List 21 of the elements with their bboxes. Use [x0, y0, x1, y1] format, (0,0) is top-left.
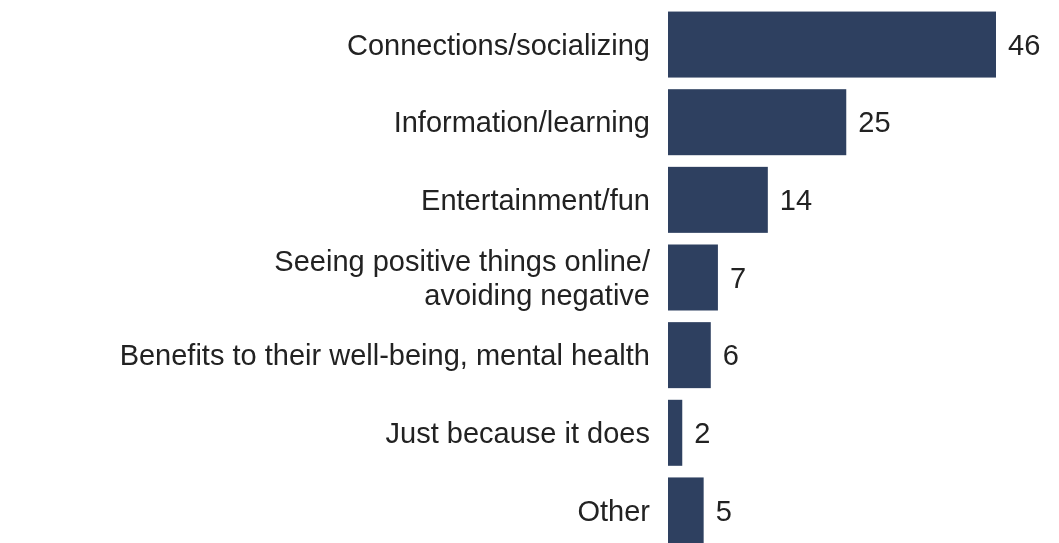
y-tick-label: Other: [577, 494, 651, 527]
bar: [668, 477, 704, 543]
data-label: 14: [779, 184, 813, 216]
data-label: 7: [729, 261, 747, 294]
bar: [668, 166, 768, 233]
y-tick-label: Seeing positive things online/ avoiding negative: [274, 244, 651, 311]
y-tick-label: Benefits to their well-being, mental health: [119, 339, 650, 372]
data-label: 2: [694, 416, 711, 449]
bar: [668, 244, 718, 311]
data-label: 6: [722, 339, 739, 372]
y-tick-label: Just because it does: [385, 416, 650, 449]
y-tick-label: Entertainment/fun: [421, 184, 650, 216]
bar: [668, 399, 683, 466]
data-label: 25: [858, 106, 891, 139]
bar: [668, 11, 996, 78]
bar: [668, 89, 847, 156]
y-tick-label: Information/learning: [393, 106, 650, 139]
bar: [668, 322, 711, 389]
data-label: 5: [715, 494, 732, 527]
data-label: 46: [1008, 28, 1041, 61]
y-tick-label: Connections/socializing: [346, 28, 650, 61]
